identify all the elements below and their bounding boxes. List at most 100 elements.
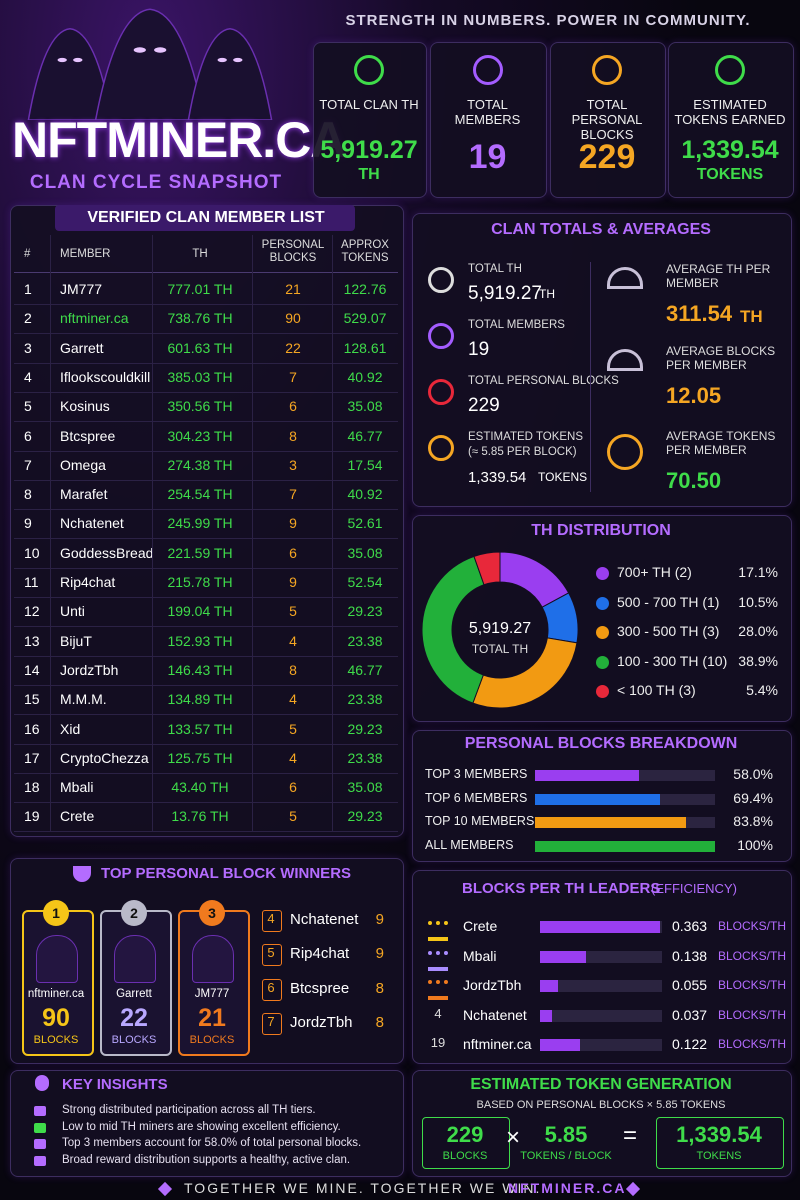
list-name: Btcspree [290,980,350,997]
legend-value: 38.9% [738,652,778,669]
member-name: BijuT [60,632,92,649]
podium-unit: BLOCKS [33,1034,79,1046]
row-rule [14,567,398,569]
average-value: 311.54 [666,301,733,326]
row-cell: 46.77 [347,427,383,444]
podium-unit: BLOCKS [111,1034,157,1046]
efficiency-name: JordzTbh [463,977,522,993]
rate-label: TOKENS / BLOCK [520,1150,612,1162]
eye [133,47,146,53]
average-icon [607,267,643,289]
rank-badge [121,900,147,926]
row-rank: 10 [24,544,40,561]
breakdown-value: 58.0% [733,766,773,782]
row-rank: 9 [24,515,32,532]
row-rank: 3 [24,339,32,356]
row-rule [14,714,398,716]
row-cell: 7 [289,368,297,385]
row-cell: 23.38 [347,632,383,649]
efficiency-value: 0.037 [672,1006,708,1023]
row-rule [14,597,398,598]
rank-box [262,910,282,932]
crown-icon [428,950,448,971]
bar [535,840,715,852]
row-cell: 777.01 TH [167,281,233,297]
eye [217,57,227,63]
row-rule [14,684,398,686]
stat-icon [354,55,384,85]
member-name: JM777 [60,281,103,297]
breakdown-label: TOP 6 MEMBERS [425,790,528,805]
breakdown-label: TOP 10 MEMBERS [425,814,535,828]
total-icon [428,267,454,293]
trophy-icon [73,866,91,882]
total-label: ESTIMATED TOKENS [468,431,584,443]
list-name: Rip4chat [290,945,350,962]
row-cell: 221.59 TH [167,544,233,561]
average-label: AVERAGE BLOCKS PER MEMBER [666,344,776,372]
stat-value: 229 [578,138,636,176]
bar [535,793,660,805]
member-name: M.M.M. [60,691,107,708]
row-cell: 128.61 [343,339,387,356]
bar [540,980,559,992]
hooded-figure [187,28,273,120]
total-value: 5,919.27 [468,283,542,304]
token-subtitle: BASED ON PERSONAL BLOCKS × 5.85 TOKENS [476,1099,726,1111]
row-cell: 8 [289,427,297,444]
row-cell: 6 [289,544,297,561]
row-cell: 29.23 [347,808,383,825]
eye [154,47,167,53]
member-name: Xid [60,720,81,737]
legend-name: 500 - 700 TH (1) [617,593,720,610]
podium-name: nftminer.ca [27,988,85,1000]
row-cell: 6 [289,779,297,796]
row-cell: 5 [289,603,297,620]
column-rule [332,235,333,831]
efficiency-unit: BLOCKS/TH [718,1037,787,1051]
insights-title: KEY INSIGHTS [62,1076,168,1093]
rank-badge [199,900,225,926]
podium-blocks: 21 [198,1004,226,1032]
podium-blocks: 90 [42,1004,70,1032]
total-note: (≈ 5.85 PER BLOCK) [468,446,577,458]
member-name: GoddessBread [60,544,154,561]
podium-card [178,910,250,1056]
insight-text: Top 3 members account for 58.0% of total… [62,1137,362,1149]
totals-panel [412,213,792,507]
donut-slice [421,555,485,704]
efficiency-panel [412,870,792,1064]
row-rule [14,626,398,628]
stat-value: 5,919.27 [320,136,418,164]
legend-name: 100 - 300 TH (10) [617,652,728,669]
crown-icon [428,921,448,941]
row-cell: 35.08 [347,544,383,561]
stat-unit: TOKENS [696,166,764,183]
podium-name: JM777 [194,988,230,1000]
member-name: CryptoChezza [60,749,149,766]
brand: NFTMINER.CA [12,112,346,168]
donut-slice [473,551,501,586]
podium-card [22,910,94,1056]
insight-icon [34,1122,46,1133]
efficiency-value: 0.055 [672,977,708,993]
row-rank: 6 [24,427,32,444]
average-label: AVERAGE TH PER MEMBER [666,262,771,290]
row-cell: 46.77 [347,661,383,678]
insight-text: Strong distributed participation across … [62,1104,316,1116]
avatar [114,935,156,983]
podium-unit: BLOCKS [189,1034,235,1046]
row-cell: 29.23 [347,720,383,737]
row-cell: 304.23 TH [167,427,233,444]
rank-box [262,979,282,1001]
legend-dot [596,626,609,639]
token-panel [412,1070,792,1177]
row-rank: 5 [24,398,32,415]
row-rank: 15 [24,691,40,708]
efficiency-unit: BLOCKS/TH [718,1007,787,1022]
members-title: VERIFIED CLAN MEMBER LIST [87,209,325,226]
eye [57,57,67,63]
rank-number: 2 [130,905,138,921]
row-cell: 601.63 TH [167,339,233,356]
row-cell: 52.61 [347,515,383,532]
